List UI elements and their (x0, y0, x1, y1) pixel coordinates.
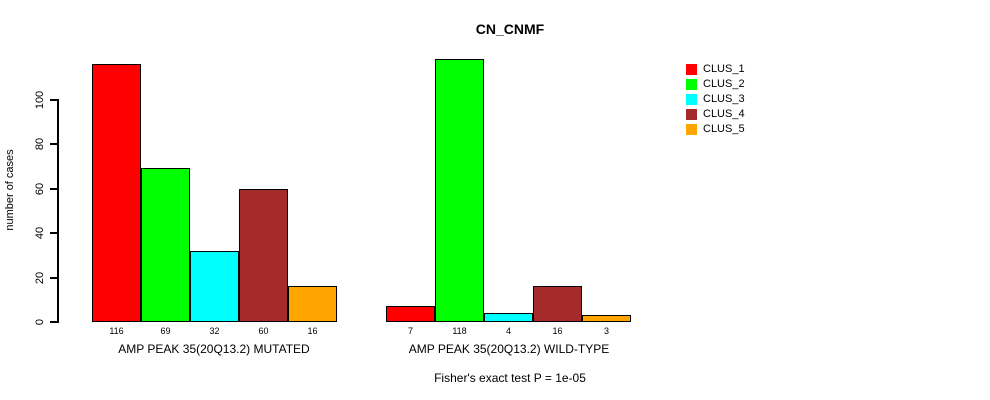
group-label-mutated: AMP PEAK 35(20Q13.2) MUTATED (118, 342, 310, 356)
legend-label: CLUS_1 (703, 63, 745, 75)
legend-label: CLUS_2 (703, 78, 745, 90)
legend-item-clus_4: CLUS_4 (686, 107, 745, 122)
y-tick (50, 187, 57, 190)
y-tick-label: 40 (34, 226, 46, 240)
legend-swatch-icon (686, 109, 697, 120)
bar-clus_2-group2 (435, 59, 484, 322)
group-label-wild-type: AMP PEAK 35(20Q13.2) WILD-TYPE (408, 342, 610, 356)
legend-label: CLUS_3 (703, 93, 745, 105)
bar-value-label: 7 (407, 326, 414, 336)
legend-item-clus_2: CLUS_2 (686, 77, 745, 92)
legend: CLUS_1 CLUS_2 CLUS_3 CLUS_4 CLUS_5 (686, 62, 745, 137)
y-tick (50, 98, 57, 101)
bar-clus_3-group2 (484, 313, 533, 322)
legend-swatch-icon (686, 64, 697, 75)
bar-clus_4-group1 (239, 188, 288, 322)
bar-value-label: 118 (452, 326, 467, 336)
y-tick (50, 232, 57, 234)
bar-value-label: 32 (209, 326, 220, 336)
y-tick-label: 60 (34, 182, 46, 195)
y-axis-title: number of cases (4, 149, 16, 231)
legend-item-clus_3: CLUS_3 (686, 92, 745, 107)
y-tick (50, 143, 57, 145)
y-axis-line (57, 99, 59, 323)
bar-clus_2-group1 (141, 168, 190, 322)
y-tick-label: 100 (34, 90, 46, 109)
bar-value-label: 60 (258, 326, 269, 336)
bar-value-label: 16 (307, 326, 318, 336)
bar-clus_1-group1 (92, 63, 141, 322)
bar-value-label: 69 (160, 326, 171, 336)
legend-label: CLUS_4 (703, 108, 745, 120)
legend-item-clus_1: CLUS_1 (686, 62, 745, 77)
y-tick (50, 276, 57, 279)
y-tick-label: 80 (34, 137, 46, 151)
y-tick (50, 321, 57, 323)
legend-swatch-icon (686, 79, 697, 90)
fisher-test-annotation: Fisher's exact test P = 1e-05 (434, 371, 586, 385)
bar-value-label: 4 (505, 326, 512, 336)
bar-clus_5-group2 (582, 315, 631, 322)
bar-value-label: 3 (603, 326, 610, 336)
y-tick-label: 0 (34, 318, 46, 326)
y-tick-label: 20 (34, 271, 46, 284)
bar-clus_4-group2 (533, 286, 582, 322)
legend-swatch-icon (686, 94, 697, 105)
bar-clus_3-group1 (190, 250, 239, 322)
legend-item-clus_5: CLUS_5 (686, 122, 745, 137)
bar-value-label: 16 (552, 326, 563, 336)
legend-swatch-icon (686, 124, 697, 135)
bar-clus_5-group1 (288, 286, 337, 322)
bar-value-label: 116 (109, 326, 124, 336)
bar-clus_1-group2 (386, 306, 435, 322)
legend-label: CLUS_5 (703, 123, 745, 135)
chart-title: CN_CNMF (475, 21, 545, 37)
